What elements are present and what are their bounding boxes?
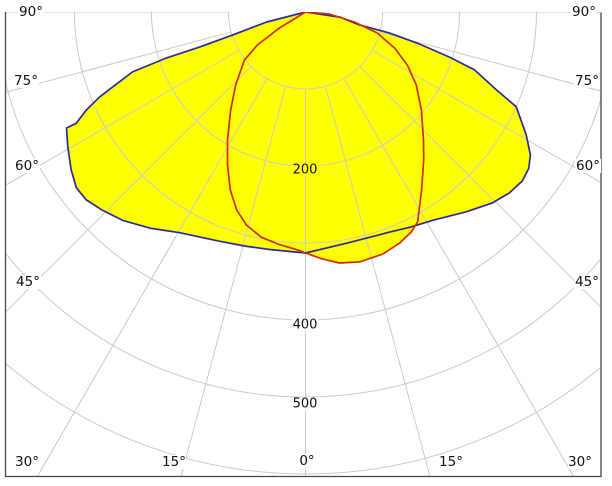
grid-ray-75 xyxy=(379,31,602,92)
grid-ray-60 xyxy=(371,50,602,184)
angle-label-bottom-15-right: 15° xyxy=(439,454,463,470)
label-backdrop xyxy=(13,74,39,88)
ring-label-400: 400 xyxy=(293,318,318,333)
angle-label-left-75: 75° xyxy=(14,73,38,89)
label-backdrop xyxy=(14,159,40,173)
grid-ray--45 xyxy=(5,66,252,314)
label-backdrop xyxy=(568,455,592,469)
angle-label-bottom-15-left: 15° xyxy=(162,454,186,470)
chart-frame-border xyxy=(4,12,602,478)
ring-label-200: 200 xyxy=(293,163,318,178)
angle-label-bottom-30-right: 30° xyxy=(568,454,592,470)
angle-label-bottom-0: 0° xyxy=(299,453,314,469)
grid-ray--75 xyxy=(5,31,232,94)
angle-label-left-90: 90° xyxy=(19,4,43,20)
angle-label-right-75: 75° xyxy=(575,73,599,89)
label-backdrop xyxy=(15,455,39,469)
grid-ray-45 xyxy=(359,66,602,309)
label-backdrop xyxy=(575,159,601,173)
distribution-outline-1 xyxy=(226,12,425,264)
label-backdrop xyxy=(18,5,44,18)
distribution-fill-layer xyxy=(66,12,531,263)
label-backdrop xyxy=(292,397,318,411)
label-backdrop xyxy=(162,455,186,469)
grid-ray-15 xyxy=(324,86,431,477)
distribution-outline-0 xyxy=(65,12,532,254)
axis-label-layer: 90° 75° 60° 45° 90° 75° 60° 45° 30° 15° … xyxy=(14,4,600,470)
label-backdrop xyxy=(295,454,319,468)
ring-label-500: 500 xyxy=(293,397,318,412)
angle-label-right-45: 45° xyxy=(575,274,599,290)
angle-label-left-60: 60° xyxy=(15,158,39,174)
distribution-area-1 xyxy=(227,12,424,263)
angle-label-right-60: 60° xyxy=(576,158,600,174)
angle-label-right-90: 90° xyxy=(572,4,596,20)
grid-ray-30 xyxy=(343,78,575,477)
label-backdrop xyxy=(571,5,597,18)
angle-label-left-45: 45° xyxy=(16,274,40,290)
label-backdrop xyxy=(439,455,463,469)
label-backdrop-layer xyxy=(13,5,601,469)
label-backdrop xyxy=(574,275,600,289)
label-backdrop xyxy=(292,163,318,177)
angle-label-bottom-30-left: 30° xyxy=(15,454,39,470)
label-backdrop xyxy=(292,318,318,332)
distribution-curves-layer xyxy=(65,12,532,264)
label-backdrop xyxy=(15,275,41,289)
label-backdrop xyxy=(574,74,600,88)
grid-ray--30 xyxy=(36,78,268,477)
